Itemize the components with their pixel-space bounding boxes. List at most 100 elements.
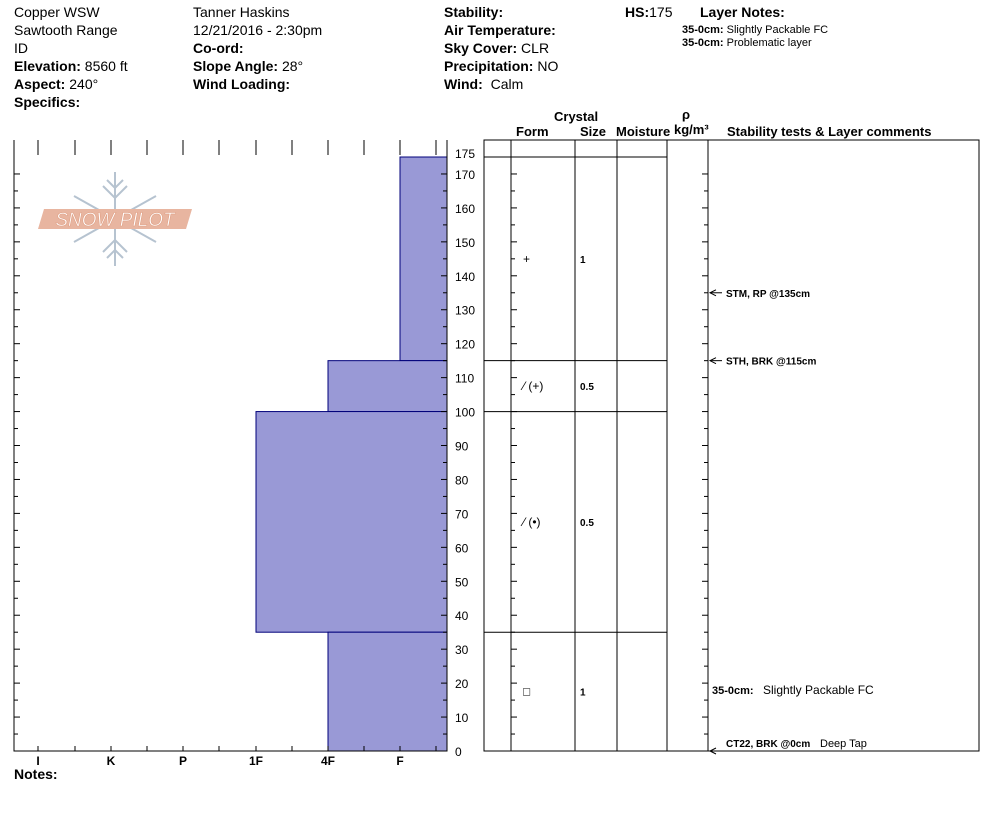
hardness-bar	[327, 631, 448, 752]
arrow-head	[708, 747, 717, 755]
layer-comment-range: 35-0cm:	[712, 685, 754, 697]
sky-row: Sky Cover: CLR	[444, 39, 549, 57]
depth-tick-label: 10	[455, 711, 469, 725]
stability-test-label: STH, BRK @115cm	[726, 357, 816, 368]
layer-note: 35-0cm: Slightly Packable FC	[682, 24, 828, 37]
aspect-label: Aspect:	[14, 76, 66, 92]
depth-tick-label: 130	[455, 304, 475, 318]
rho-heading: ρ	[682, 107, 691, 122]
wind-loading-row: Wind Loading:	[193, 75, 290, 93]
arrow-head	[708, 289, 717, 297]
stability-row: Stability:	[444, 3, 503, 21]
crystal-size: 0.5	[580, 382, 594, 393]
depth-tick-label: 160	[455, 202, 475, 216]
layer-note-text: Slightly Packable FC	[726, 24, 829, 36]
depth-tick-label: 80	[455, 473, 469, 487]
notes-row: Notes:	[14, 765, 58, 783]
observer-name: Tanner Haskins	[193, 4, 290, 20]
hardness-bar	[399, 156, 448, 362]
hardness-tick-label: K	[107, 754, 116, 768]
notes-label: Notes:	[14, 766, 58, 782]
layer-notes-title: Layer Notes:	[700, 4, 785, 20]
crystal-size: 0.5	[580, 518, 594, 529]
layer-note: 35-0cm: Problematic layer	[682, 37, 812, 50]
layer-note-range: 35-0cm:	[682, 37, 724, 49]
sky-label: Sky Cover:	[444, 40, 518, 56]
site-range: Sawtooth Range	[14, 22, 118, 38]
coord-row: Co-ord:	[193, 39, 244, 57]
wind-value: Calm	[490, 76, 524, 92]
slope-row: Slope Angle: 28°	[193, 57, 303, 75]
wind-label: Wind:	[444, 76, 483, 92]
depth-tick-label: 120	[455, 338, 475, 352]
slope-label: Slope Angle:	[193, 58, 279, 74]
aspect-row: Aspect: 240°	[14, 75, 98, 93]
hardness-tick-label: F	[396, 754, 403, 768]
depth-tick-label: 20	[455, 677, 469, 691]
depth-tick-label: 40	[455, 609, 469, 623]
crystal-form: ⁄ (•)	[520, 515, 541, 529]
elevation-value: 8560 ft	[84, 58, 128, 74]
precip-row: Precipitation: NO	[444, 57, 558, 75]
hardness-tick-label: P	[179, 754, 187, 768]
moisture-heading: Moisture	[616, 124, 671, 139]
site-state: ID	[14, 40, 28, 56]
stability-tests-heading: Stability tests & Layer comments	[727, 124, 932, 139]
stability-label: Stability:	[444, 4, 504, 20]
hs-row: HS:175	[625, 3, 672, 21]
crystal-form: ⁄ (+)	[520, 379, 543, 393]
layer-table-frame	[483, 139, 980, 752]
arrow-head	[708, 357, 717, 365]
observation-datetime: 12/21/2016 - 2:30pm	[193, 22, 323, 38]
depth-tick-label: 90	[455, 440, 469, 454]
depth-tick-label: 150	[455, 236, 475, 250]
hs-label: HS:	[625, 4, 650, 20]
form-heading: Form	[516, 124, 549, 139]
hs-value: 175	[649, 4, 673, 20]
logo-banner	[38, 209, 192, 229]
depth-tick-label: 30	[455, 643, 469, 657]
layer-note-range: 35-0cm:	[682, 24, 724, 36]
stability-test-comment: Deep Tap	[820, 738, 867, 750]
hardness-bar	[327, 360, 448, 413]
layer-comment-text: Slightly Packable FC	[763, 683, 874, 697]
hardness-tick-label: 1F	[249, 754, 263, 768]
precip-value: NO	[537, 58, 559, 74]
precip-label: Precipitation:	[444, 58, 534, 74]
depth-tick-label: 170	[455, 168, 475, 182]
specifics-row: Specifics:	[14, 93, 80, 111]
wind-loading-label: Wind Loading:	[193, 76, 291, 92]
elevation-row: Elevation: 8560 ft	[14, 57, 128, 75]
hardness-tick-label: 4F	[321, 754, 335, 768]
aspect-value: 240°	[69, 76, 99, 92]
snowpilot-logo: SNOW PILOT	[38, 172, 192, 266]
slope-value: 28°	[281, 58, 304, 74]
specifics-label: Specifics:	[14, 94, 81, 110]
depth-tick-label: 110	[455, 372, 474, 386]
site-name: Copper WSW	[14, 4, 100, 20]
stability-test-label: CT22, BRK @0cm	[726, 739, 810, 750]
air-temp-label: Air Temperature:	[444, 22, 556, 38]
hardness-bar	[255, 411, 448, 633]
crystal-heading: Crystal	[554, 109, 599, 124]
depth-tick-label: 100	[455, 406, 475, 420]
elevation-label: Elevation:	[14, 58, 81, 74]
depth-tick-label: 50	[455, 575, 469, 589]
depth-tick-label: 70	[455, 507, 469, 521]
density-unit-heading: kg/m³	[674, 122, 709, 137]
depth-tick-label: 60	[455, 541, 469, 555]
layer-note-text: Problematic layer	[726, 37, 812, 49]
crystal-size: 1	[580, 255, 586, 266]
depth-tick-label: 140	[455, 270, 475, 284]
hardness-tick-label: I	[36, 754, 39, 768]
air-temp-row: Air Temperature:	[444, 21, 556, 39]
crystal-form: +	[523, 252, 530, 266]
stability-test-label: STM, RP @135cm	[726, 289, 810, 300]
logo-text: SNOW PILOT	[55, 210, 176, 231]
wind-row: Wind: Calm	[444, 75, 523, 93]
depth-tick-label: 0	[455, 745, 462, 759]
crystal-form: □	[523, 685, 530, 699]
size-heading: Size	[580, 124, 607, 139]
depth-tick-label: 175	[455, 147, 475, 161]
